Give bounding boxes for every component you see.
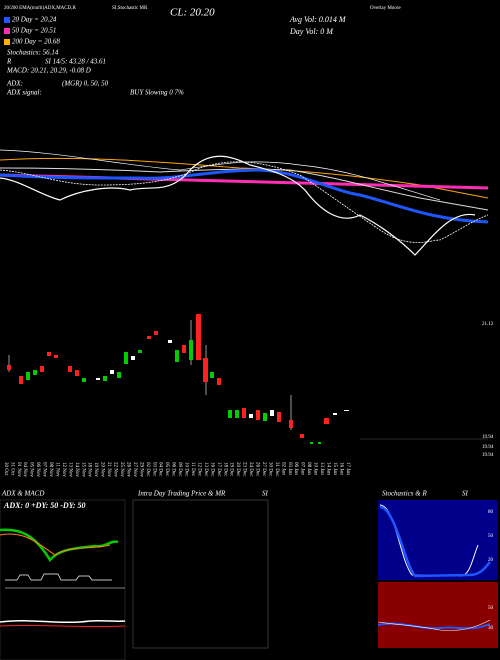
date-label: 11 Nov: [54, 462, 59, 477]
date-label: 30 Oct: [3, 462, 8, 476]
date-label: 05 Dec: [164, 462, 169, 477]
date-label: 06 Dec: [171, 462, 176, 477]
date-label: 03 Jan: [287, 462, 292, 475]
adx-values: ADX: 0 +DY: 50 -DY: 50: [3, 501, 86, 510]
date-label: 26 Dec: [255, 462, 260, 477]
rsi-tick: 50: [488, 606, 494, 611]
intraday-panel: [132, 499, 269, 649]
overlay: Overlay Moore: [370, 6, 401, 11]
date-label: 31 Dec: [274, 462, 279, 477]
stoch: Stochastics: 56.14: [7, 49, 59, 57]
date-label: 16 Dec: [209, 462, 214, 477]
date-label: 05 Nov: [29, 462, 34, 477]
day-vol: Day Vol: 0 M: [289, 27, 334, 36]
panel-title: SI: [462, 490, 469, 498]
ema200: 200 Day = 20.68: [12, 38, 60, 46]
date-label: 15 Jan: [332, 462, 337, 475]
date-label: 15 Nov: [80, 462, 85, 477]
date-label: 02 Jan: [280, 462, 285, 475]
date-label: 23 Dec: [242, 462, 247, 477]
date-label: 06 Nov: [35, 462, 40, 477]
adx-panel: ADX: 0 +DY: 50 -DY: 50: [0, 499, 126, 660]
date-label: 17 Dec: [216, 462, 221, 477]
date-label: 14 Jan: [326, 462, 331, 475]
date-label: 04 Nov: [22, 462, 27, 477]
adx-value: (MGR) 0, 50, 50: [62, 80, 109, 88]
date-label: 07 Jan: [300, 462, 305, 475]
date-label: 10 Jan: [313, 462, 318, 475]
date-label: 13 Dec: [203, 462, 208, 477]
stoch-tick: 80: [488, 510, 494, 515]
adx-signal: ADX signal:: [6, 89, 42, 97]
ema20: 20 Day = 20.24: [12, 16, 57, 24]
date-label: 21 Nov: [106, 462, 111, 477]
date-label: 26 Nov: [125, 462, 130, 477]
rsi: SI 14/5: 43.28 / 43.61: [45, 58, 106, 66]
price-label: 19.94: [482, 445, 494, 450]
panel-title: SI: [262, 490, 269, 498]
date-label: 30 Dec: [267, 462, 272, 477]
stoch-panel: 80 50 20 50 30: [377, 500, 498, 648]
date-label: 12 Nov: [61, 462, 66, 477]
date-label: 06 Jan: [293, 462, 298, 475]
date-label: 04 Dec: [158, 462, 163, 477]
legend-swatches: [4, 17, 10, 45]
ema50: 50 Day = 20.51: [12, 27, 56, 35]
panel-title: Stochastics & R: [382, 490, 427, 498]
date-label: 20 Nov: [100, 462, 105, 477]
date-label: 19 Dec: [229, 462, 234, 477]
date-label: 20 Dec: [235, 462, 240, 477]
candles: [7, 314, 488, 444]
rsi-tick: 30: [488, 626, 494, 631]
date-label: 24 Dec: [248, 462, 253, 477]
date-label: 19 Nov: [93, 462, 98, 477]
price-label: 21.12: [482, 322, 494, 327]
price-label: 19.94: [482, 453, 494, 458]
date-label: 12 Dec: [196, 462, 201, 477]
date-label: 22 Nov: [113, 462, 118, 477]
studies: 20/200 EMA(multi)ADX,MACD,R: [4, 6, 76, 11]
date-label: 18 Dec: [222, 462, 227, 477]
close: CL: 20.20: [170, 7, 215, 19]
date-label: 14 Nov: [74, 462, 79, 477]
date-label: 25 Nov: [119, 462, 124, 477]
date-label: 08 Nov: [48, 462, 53, 477]
panel-title: Intra Day Trading Price & MR: [137, 490, 226, 498]
rsi: R: [6, 58, 12, 66]
date-label: 27 Nov: [132, 462, 137, 477]
overlay-lines: [0, 149, 489, 256]
stoch-tick: 20: [488, 558, 494, 563]
date-label: 18 Nov: [87, 462, 92, 477]
date-label: 31 Oct: [9, 462, 14, 476]
date-label: 13 Jan: [319, 462, 324, 475]
date-label: 17 Jan: [345, 462, 350, 475]
date-label: 10 Dec: [184, 462, 189, 477]
signal: BUY Slowing 0 7%: [130, 89, 184, 97]
studies: SI,Stochastic MR: [112, 6, 148, 11]
macd: MACD: 20.21, 20.29, -0.08 D: [6, 67, 91, 75]
stoch-tick: 50: [488, 534, 494, 539]
date-label: 29 Nov: [138, 462, 143, 477]
avg-vol: Avg Vol: 0.014 M: [289, 15, 347, 24]
date-label: 09 Dec: [177, 462, 182, 477]
panel-title: ADX & MACD: [1, 490, 44, 498]
price-label: 19.94: [482, 435, 494, 440]
date-label: 08 Jan: [306, 462, 311, 475]
date-label: 07 Nov: [42, 462, 47, 477]
date-axis: 30 Oct 31 Oct 01 Nov 04 Nov 05 Nov 06 Nov 07 N…: [3, 462, 350, 477]
date-label: 02 Dec: [145, 462, 150, 477]
date-label: 13 Nov: [67, 462, 72, 477]
date-label: 03 Dec: [151, 462, 156, 477]
date-label: 11 Dec: [190, 462, 195, 477]
date-label: 01 Nov: [16, 462, 21, 477]
adx: ADX:: [6, 80, 23, 88]
date-label: 27 Dec: [261, 462, 266, 477]
date-label: 16 Jan: [338, 462, 343, 475]
